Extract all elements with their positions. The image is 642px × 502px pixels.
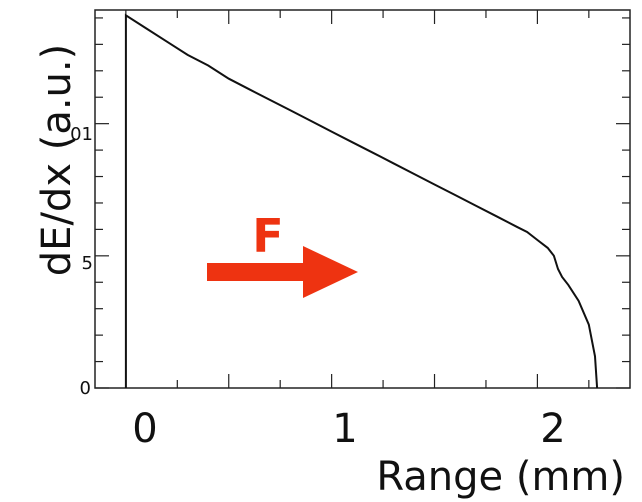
y-tick-label-1: 01 xyxy=(70,124,93,145)
x-tick-label-2: 2 xyxy=(540,406,565,452)
series-line xyxy=(124,13,599,389)
y-tick-label-0: 0 xyxy=(80,378,91,399)
arrow-shaft xyxy=(207,263,307,281)
y-tick-fragments: 0 5 01 xyxy=(70,124,93,399)
force-arrow: F xyxy=(207,209,358,298)
y-axis-title: dE/dx (a.u.) xyxy=(34,44,80,276)
y-tick-label-0.5: 5 xyxy=(82,253,93,274)
arrow-head-icon xyxy=(303,246,358,298)
x-tick-labels: 0 1 2 xyxy=(132,406,565,452)
tick-marks xyxy=(95,10,630,389)
plot-frame xyxy=(94,9,631,389)
x-axis-title: Range (mm) xyxy=(376,454,625,500)
x-tick-label-0: 0 xyxy=(132,406,157,452)
annotation-label: F xyxy=(252,209,283,263)
x-tick-label-1: 1 xyxy=(332,406,357,452)
